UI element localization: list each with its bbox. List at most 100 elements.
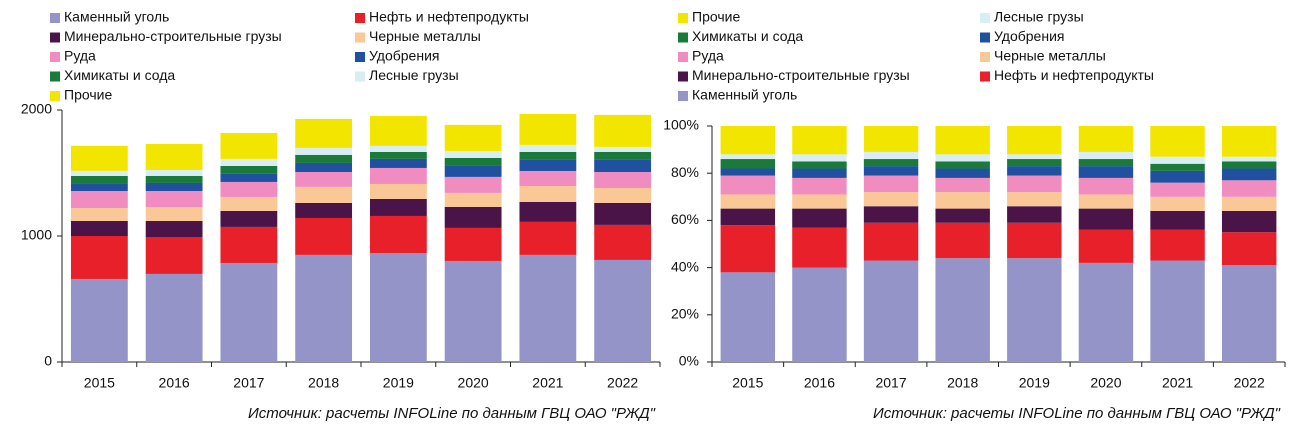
y-tick-label: 100% bbox=[663, 117, 699, 133]
bar-segment bbox=[369, 198, 427, 216]
bar-segment bbox=[792, 267, 847, 362]
bar-segment bbox=[519, 201, 577, 222]
bar-segment bbox=[935, 222, 990, 259]
bar-segment bbox=[720, 175, 776, 195]
bar-segment bbox=[220, 173, 278, 182]
bar-segment bbox=[369, 158, 427, 168]
bar-segment bbox=[369, 253, 427, 362]
legend-swatch bbox=[980, 52, 990, 62]
x-tick-label: 2020 bbox=[1090, 375, 1121, 391]
bar-segment bbox=[1150, 210, 1205, 230]
bar-segment bbox=[295, 147, 353, 155]
x-tick-label: 2015 bbox=[84, 375, 115, 391]
legend-label: Руда bbox=[64, 48, 96, 64]
legend-label: Прочие bbox=[64, 87, 112, 103]
legend-label: Лесные грузы bbox=[994, 9, 1084, 25]
bar-segment bbox=[1007, 126, 1062, 155]
legend-label: Удобрения bbox=[369, 48, 439, 64]
bar-segment bbox=[519, 113, 577, 145]
legend-label: Каменный уголь bbox=[64, 9, 169, 25]
bar-segment bbox=[1221, 196, 1277, 211]
legend-label: Нефть и нефтепродукты bbox=[994, 67, 1154, 83]
bar-segment bbox=[1007, 192, 1062, 207]
bar-segment bbox=[1221, 126, 1277, 157]
x-tick-label: 2022 bbox=[607, 375, 638, 391]
x-tick-label: 2017 bbox=[875, 375, 906, 391]
legend-label: Минерально-строительные грузы bbox=[64, 28, 282, 44]
bar-segment bbox=[935, 192, 990, 209]
bar-segment bbox=[70, 145, 128, 171]
bar-segment bbox=[863, 175, 919, 193]
bar-segment bbox=[145, 191, 203, 208]
bar-segment bbox=[1007, 154, 1062, 160]
bar-segment bbox=[295, 171, 353, 187]
bar-segment bbox=[295, 154, 353, 163]
bar-segment bbox=[369, 151, 427, 159]
legend-label: Прочие bbox=[692, 9, 740, 25]
bar-segment bbox=[863, 151, 919, 160]
legend-swatch bbox=[355, 13, 365, 23]
bar-segment bbox=[792, 227, 847, 268]
y-tick-label: 0 bbox=[44, 353, 52, 369]
bar-segment bbox=[519, 170, 577, 186]
x-tick-label: 2020 bbox=[458, 375, 489, 391]
legend-label: Лесные грузы bbox=[369, 67, 459, 83]
x-tick-label: 2022 bbox=[1234, 375, 1265, 391]
bar-segment bbox=[1007, 175, 1062, 193]
bar-segment bbox=[863, 192, 919, 207]
bar-segment bbox=[594, 159, 652, 172]
legend-swatch bbox=[355, 71, 365, 82]
bar-segment bbox=[1078, 177, 1134, 195]
bar-segment bbox=[444, 176, 502, 193]
bar-segment bbox=[863, 206, 919, 223]
bar-segment bbox=[295, 202, 353, 218]
bar-segment bbox=[1007, 258, 1062, 362]
bar-segment bbox=[792, 168, 847, 178]
bar-segment bbox=[295, 162, 353, 172]
bar-segment bbox=[1007, 159, 1062, 167]
bar-segment bbox=[935, 168, 990, 178]
source-note: Источник: расчеты INFOLine по данным ГВЦ… bbox=[248, 405, 656, 422]
bar-segment bbox=[1007, 166, 1062, 176]
bar-segment bbox=[1221, 210, 1277, 233]
source-note: Источник: расчеты INFOLine по данным ГВЦ… bbox=[873, 405, 1281, 422]
legend-swatch bbox=[678, 32, 688, 43]
bar-segment bbox=[720, 168, 776, 176]
bar-segment bbox=[70, 236, 128, 279]
x-tick-label: 2019 bbox=[1019, 375, 1050, 391]
bar-segment bbox=[1150, 163, 1205, 171]
bar-segment bbox=[295, 118, 353, 148]
bar-segment bbox=[863, 166, 919, 176]
bar-segment bbox=[1150, 196, 1205, 211]
bar-segment bbox=[444, 150, 502, 158]
x-tick-label: 2018 bbox=[947, 375, 978, 391]
bar-segment bbox=[295, 217, 353, 255]
bar-segment bbox=[70, 170, 128, 176]
bar-segment bbox=[720, 208, 776, 226]
bar-segment bbox=[1221, 180, 1277, 197]
bar-segment bbox=[369, 183, 427, 199]
bar-segment bbox=[1078, 208, 1134, 230]
bar-segment bbox=[1150, 156, 1205, 164]
bar-segment bbox=[444, 157, 502, 166]
bar-segment bbox=[1078, 229, 1134, 263]
bar-segment bbox=[220, 132, 278, 159]
bar-segment bbox=[519, 185, 577, 202]
bar-segment bbox=[1078, 194, 1134, 209]
bar-segment bbox=[792, 154, 847, 162]
bar-segment bbox=[594, 114, 652, 147]
bar-segment bbox=[1078, 151, 1134, 160]
bar-segment bbox=[220, 196, 278, 211]
x-tick-label: 2015 bbox=[732, 375, 763, 391]
bar-segment bbox=[720, 159, 776, 169]
bar-segment bbox=[720, 225, 776, 273]
bar-segment bbox=[935, 258, 990, 362]
bar-segment bbox=[444, 124, 502, 151]
bar-segment bbox=[519, 151, 577, 160]
bar-segment bbox=[720, 272, 776, 362]
x-tick-label: 2016 bbox=[159, 375, 190, 391]
bar-segment bbox=[594, 259, 652, 362]
bar-segment bbox=[444, 192, 502, 207]
bar-segment bbox=[863, 159, 919, 167]
bar-segment bbox=[369, 167, 427, 184]
